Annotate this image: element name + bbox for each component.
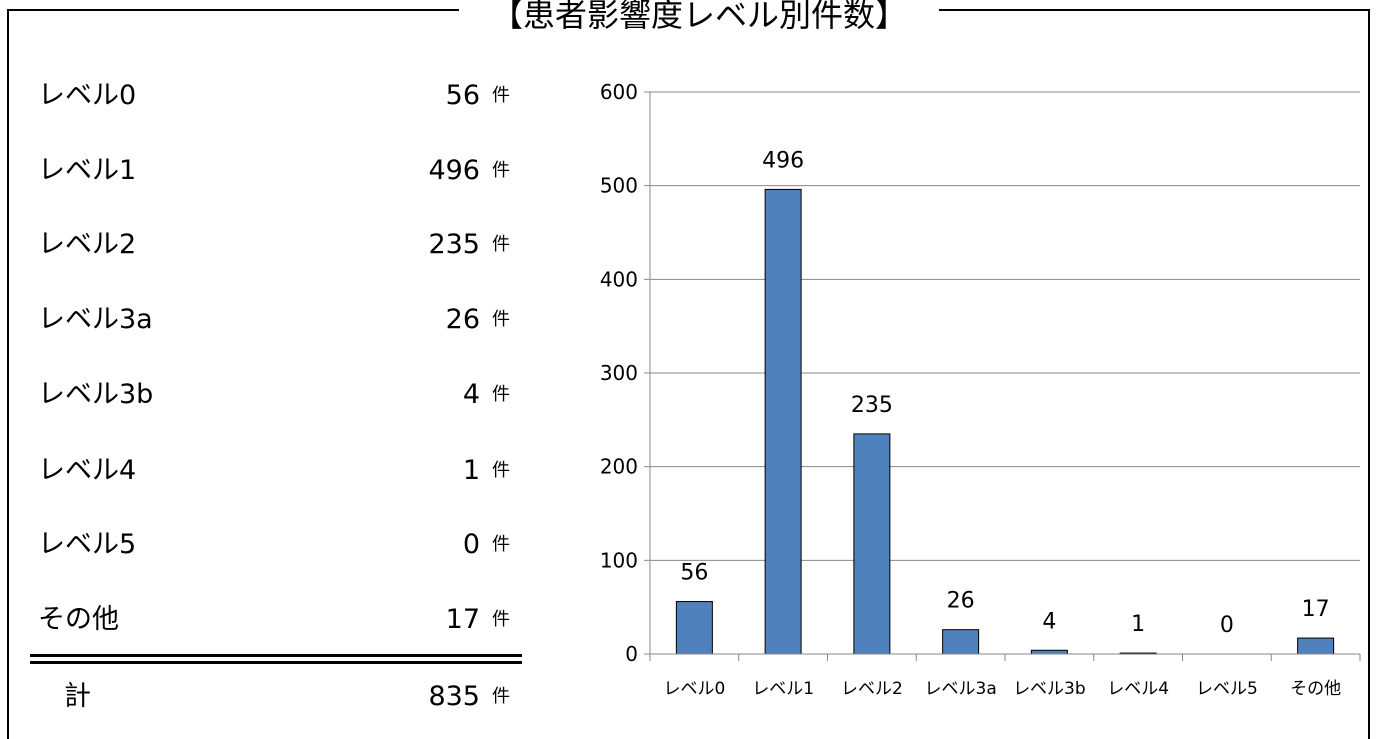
y-tick-label: 400 xyxy=(600,267,638,291)
total-row: 835 件 xyxy=(38,677,518,717)
y-tick-label: 600 xyxy=(600,80,638,104)
data-label: 4 xyxy=(1042,609,1056,634)
x-tick-label: その他 xyxy=(1290,679,1341,699)
y-tick-label: 300 xyxy=(600,361,638,385)
row-unit: 件 xyxy=(492,534,510,555)
row-unit: 件 xyxy=(492,160,510,181)
x-tick-label: レベル5 xyxy=(1196,679,1258,699)
panel-frame: 【患者影響度レベル別件数】 xyxy=(7,0,1370,739)
row-unit: 件 xyxy=(492,609,510,630)
row-unit: 件 xyxy=(492,85,510,106)
bar xyxy=(675,601,713,655)
bar xyxy=(1030,649,1068,655)
axes xyxy=(649,92,1361,661)
x-tick-label: レベル3a xyxy=(925,679,997,699)
row-unit: 件 xyxy=(492,309,510,330)
row-value: 4 xyxy=(462,379,480,410)
data-labels: 56 496 235 26 4 1 0 17 xyxy=(680,148,1329,638)
x-axis-labels: レベル0 レベル1 レベル2 レベル3a レベル3b レベル4 レベル5 その他 xyxy=(663,679,1341,699)
table-row: レベル2 235 件 xyxy=(38,225,518,265)
y-tick-label: 200 xyxy=(600,455,638,479)
table-row: レベル0 56 件 xyxy=(38,76,518,116)
total-label: 計 xyxy=(64,681,91,712)
y-axis-ticks: 0 100 200 300 400 500 600 xyxy=(600,80,650,666)
x-tick-label: レベル4 xyxy=(1107,679,1169,699)
gridlines xyxy=(650,91,1360,561)
row-label: レベル3a xyxy=(38,304,153,335)
y-tick-label: 100 xyxy=(600,548,638,572)
bar xyxy=(764,188,802,655)
data-label: 496 xyxy=(762,148,804,173)
row-label: レベル2 xyxy=(38,229,137,260)
row-value: 56 xyxy=(445,80,480,111)
table-row: レベル3a 26 件 xyxy=(38,300,518,340)
total-value: 835 xyxy=(428,681,480,712)
row-label: レベル1 xyxy=(38,155,137,186)
y-tick-label: 500 xyxy=(600,174,638,198)
row-value: 0 xyxy=(462,529,480,560)
row-value: 496 xyxy=(428,155,480,186)
bar xyxy=(853,433,891,655)
row-label: レベル5 xyxy=(38,529,137,560)
table-row: レベル3b 4 件 xyxy=(38,375,518,415)
row-label: レベル0 xyxy=(38,80,137,111)
x-tick-label: レベル2 xyxy=(841,679,903,699)
table-row: その他 17 件 xyxy=(38,600,518,640)
bars xyxy=(675,188,1335,655)
table-row: レベル5 0 件 xyxy=(38,525,518,565)
data-label: 0 xyxy=(1220,613,1234,638)
data-label: 26 xyxy=(947,589,975,614)
row-unit: 件 xyxy=(492,234,510,255)
data-label: 235 xyxy=(851,393,893,418)
row-value: 235 xyxy=(428,229,480,260)
x-tick-label: レベル1 xyxy=(752,679,814,699)
table-row: レベル4 1 件 xyxy=(38,451,518,491)
row-label: その他 xyxy=(38,604,119,635)
x-tick-label: レベル0 xyxy=(663,679,725,699)
data-label: 56 xyxy=(680,561,708,586)
total-divider-bottom xyxy=(30,661,522,664)
bar xyxy=(1297,637,1335,655)
row-unit: 件 xyxy=(492,384,510,405)
bar-chart: 0 100 200 300 400 500 600 56 496 235 26 4 1 0 17 レベル0… xyxy=(600,80,1361,699)
table-row: レベル1 496 件 xyxy=(38,151,518,191)
row-value: 1 xyxy=(462,455,480,486)
total-divider-top xyxy=(30,654,522,657)
total-unit: 件 xyxy=(492,686,510,707)
data-label: 1 xyxy=(1131,612,1145,637)
data-label: 17 xyxy=(1302,597,1330,622)
y-tick-label: 0 xyxy=(625,642,638,666)
row-unit: 件 xyxy=(492,460,510,481)
row-value: 26 xyxy=(445,304,480,335)
x-tick-label: レベル3b xyxy=(1013,679,1086,699)
panel-title: 【患者影響度レベル別件数】 xyxy=(459,0,939,35)
row-value: 17 xyxy=(445,604,480,635)
bar xyxy=(942,629,980,655)
row-label: レベル3b xyxy=(38,379,154,410)
row-label: レベル4 xyxy=(38,455,137,486)
